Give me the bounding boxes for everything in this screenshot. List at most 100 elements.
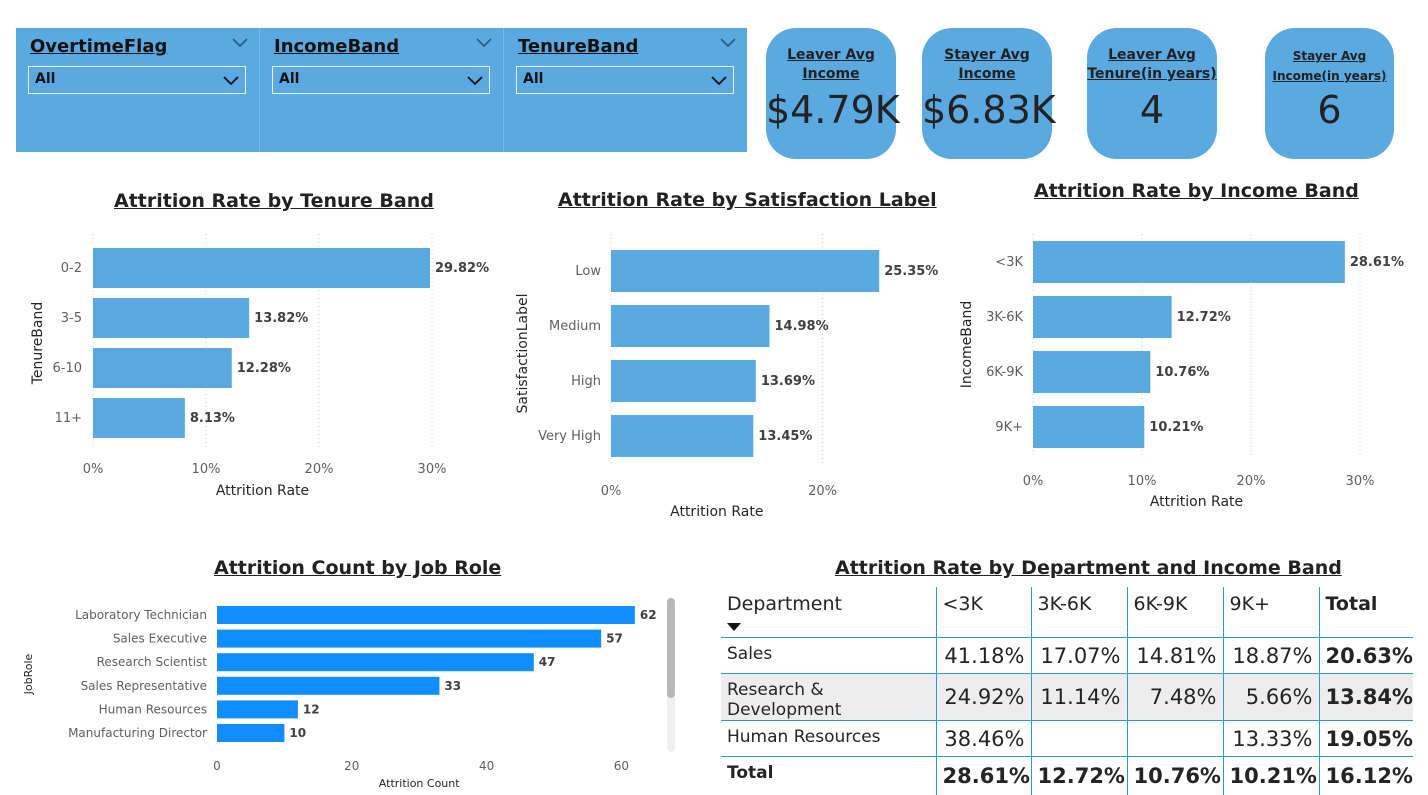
dropdown-value: All <box>279 71 300 87</box>
tick-label: 10% <box>1128 474 1157 489</box>
bar <box>217 676 440 695</box>
card-leaver-avg-tenure: Leaver Avg Tenure(in years) 4 <box>1087 28 1217 159</box>
slicer-title: IncomeBand <box>274 36 400 57</box>
category-label: 6K-9K <box>986 365 1023 380</box>
card-label: Leaver Avg Income <box>766 46 896 84</box>
category-label: Medium <box>549 319 601 334</box>
card-label-line: Income <box>958 66 1016 82</box>
overtime-dropdown[interactable]: All <box>28 66 246 94</box>
data-label: 8.13% <box>190 411 235 426</box>
y-axis-label: JobRole <box>22 653 35 695</box>
column-header[interactable]: <3K <box>935 587 1031 638</box>
tick-label: 0% <box>83 462 104 477</box>
slicer-income: IncomeBand All <box>259 28 502 152</box>
column-header-label: Department <box>727 593 842 615</box>
y-axis-label: SatisfactionLabel <box>515 294 531 414</box>
x-axis-label: Attrition Rate <box>216 483 309 499</box>
bar <box>611 250 880 292</box>
bar <box>611 415 754 457</box>
scrollbar-track[interactable] <box>667 598 675 752</box>
table-cell-total: 16.12% <box>1318 756 1413 795</box>
chevron-down-icon[interactable] <box>232 38 248 48</box>
table-cell: 18.87% <box>1222 637 1319 674</box>
data-label: 12.28% <box>237 361 291 376</box>
slicer-tenure: TenureBand All <box>503 28 746 152</box>
chart-title-income: Attrition Rate by Income Band <box>1034 180 1359 202</box>
tenure-dropdown[interactable]: All <box>516 66 734 94</box>
sort-desc-icon[interactable] <box>727 623 741 632</box>
column-header[interactable]: 6K-9K <box>1126 587 1223 638</box>
category-label: High <box>571 374 601 389</box>
column-header[interactable]: 9K+ <box>1222 587 1319 638</box>
data-label: 62 <box>640 608 657 622</box>
slicer-title: TenureBand <box>518 36 639 57</box>
data-label: 10.76% <box>1155 365 1209 380</box>
card-value: 6 <box>1317 88 1342 132</box>
table-cell: 5.66% <box>1222 673 1319 721</box>
data-label: 14.98% <box>774 319 828 334</box>
bar <box>217 653 534 672</box>
card-label-line: Income(in years) <box>1272 69 1387 83</box>
bar <box>93 348 232 388</box>
column-header[interactable]: 3K-6K <box>1030 587 1127 638</box>
column-header-department[interactable]: Department <box>721 587 936 638</box>
table-cell-total: 19.05% <box>1318 720 1413 757</box>
category-label: Research Scientist <box>97 655 208 669</box>
bar <box>1033 406 1145 448</box>
bar <box>93 248 430 288</box>
table-cell: 10.21% <box>1222 756 1319 795</box>
tick-label: 20% <box>305 462 334 477</box>
jobrole-bar-chart: Laboratory Technician 62 Sales Executive 57… <box>22 606 657 790</box>
table-row: Sales 41.18% 17.07% 14.81% 18.87% 20.63% <box>721 637 1413 674</box>
slicer-title: OvertimeFlag <box>30 36 168 57</box>
satisfaction-bar-chart: Low 25.35% Medium 14.98% High 13.69% Very High… <box>515 234 938 520</box>
card-label-line: Stayer Avg <box>1292 49 1367 63</box>
tick-label: 40 <box>479 759 494 773</box>
chevron-down-icon[interactable] <box>476 38 492 48</box>
data-label: 13.69% <box>761 374 815 389</box>
card-value: 4 <box>1139 88 1165 132</box>
card-label: Stayer Avg Income <box>922 46 1052 84</box>
data-label: 13.82% <box>254 311 308 326</box>
table-cell: 41.18% <box>935 637 1031 674</box>
column-header-total[interactable]: Total <box>1318 587 1413 638</box>
category-label: Laboratory Technician <box>75 608 207 622</box>
card-label-line: Leaver Avg <box>787 47 875 63</box>
category-label: 9K+ <box>995 420 1023 435</box>
tick-label: 30% <box>1346 474 1375 489</box>
bar <box>1033 296 1172 338</box>
bar <box>93 398 185 438</box>
table-cell-total: 13.84% <box>1318 673 1413 721</box>
card-value: $4.79K <box>766 88 900 132</box>
tick-label: 30% <box>418 462 447 477</box>
income-bar-chart: <3K 28.61% 3K-6K 12.72% 6K-9K 10.76% 9K+ 10.21%… <box>959 234 1404 510</box>
income-dropdown[interactable]: All <box>272 66 490 94</box>
chevron-down-icon <box>223 76 239 86</box>
card-label-line: Leaver Avg <box>1108 47 1196 63</box>
bar <box>611 360 756 402</box>
card-stayer-avg-income: Stayer Avg Income $6.83K <box>922 28 1056 159</box>
data-label: 47 <box>539 655 556 669</box>
data-label: 29.82% <box>435 261 489 276</box>
x-axis-label: Attrition Rate <box>670 504 763 520</box>
chart-title-department: Attrition Rate by Department and Income … <box>835 557 1342 579</box>
category-label: 6-10 <box>52 361 82 376</box>
dropdown-value: All <box>523 71 544 87</box>
y-axis-label: IncomeBand <box>959 301 975 388</box>
slicer-panel: OvertimeFlag All IncomeBand All TenureBa… <box>16 28 747 152</box>
tick-label: 20% <box>1237 474 1266 489</box>
category-label: Very High <box>538 429 601 444</box>
chevron-down-icon[interactable] <box>720 38 736 48</box>
chevron-down-icon <box>467 76 483 86</box>
table-cell: 12.72% <box>1030 756 1127 795</box>
table-cell: 11.14% <box>1030 673 1127 721</box>
table-cell: 10.76% <box>1126 756 1223 795</box>
bar <box>1033 351 1151 393</box>
row-label: Human Resources <box>721 720 936 757</box>
tick-label: 20 <box>344 759 359 773</box>
table-cell: 13.33% <box>1222 720 1319 757</box>
card-leaver-avg-income: Leaver Avg Income $4.79K <box>766 28 900 159</box>
category-label: Sales Executive <box>113 632 207 646</box>
scrollbar-thumb[interactable] <box>667 598 675 698</box>
tick-label: 60 <box>614 759 629 773</box>
